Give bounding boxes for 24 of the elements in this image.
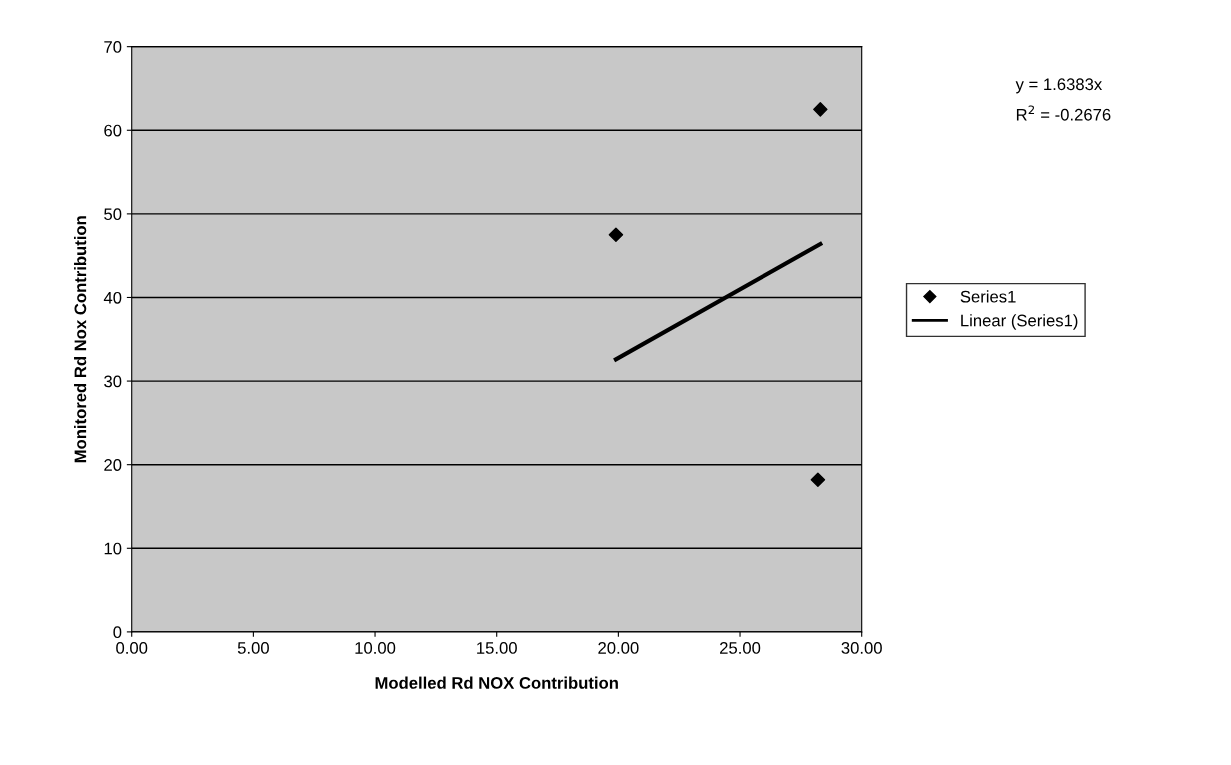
x-tick-label: 5.00 <box>237 642 269 654</box>
point <box>813 102 828 117</box>
legend-label: Series1 <box>960 290 1016 303</box>
x-axis-title: Modelled Rd NOX Contribution <box>375 676 618 689</box>
x-tick-label: 30.00 <box>841 642 882 654</box>
x-tick-label: 10.00 <box>355 642 396 654</box>
point <box>810 472 826 488</box>
y-tick-label: 40 <box>103 291 122 304</box>
x-tick-label: 0.00 <box>116 642 148 654</box>
text: R$^{2}$ = -0.2676 <box>1016 105 1111 121</box>
legend-label: Linear (Series1) <box>961 314 1078 330</box>
y-axis-title: Monitored Rd Nox Contribution <box>74 216 87 463</box>
point <box>608 227 624 243</box>
x-tick-label: 20.00 <box>598 642 639 654</box>
text: y = 1.6383x <box>1015 78 1103 94</box>
x-tick-label: 15.00 <box>477 642 517 654</box>
y-tick-label: 50 <box>104 208 122 221</box>
y-tick-label: 0 <box>113 626 122 639</box>
y-tick-label: 10 <box>104 542 122 555</box>
y-tick-label: 30 <box>104 375 122 388</box>
y-tick-label: 70 <box>104 41 122 53</box>
y-tick-label: 20 <box>104 459 122 471</box>
x-tick-label: 25.00 <box>720 642 761 654</box>
y-tick-label: 60 <box>104 124 122 137</box>
